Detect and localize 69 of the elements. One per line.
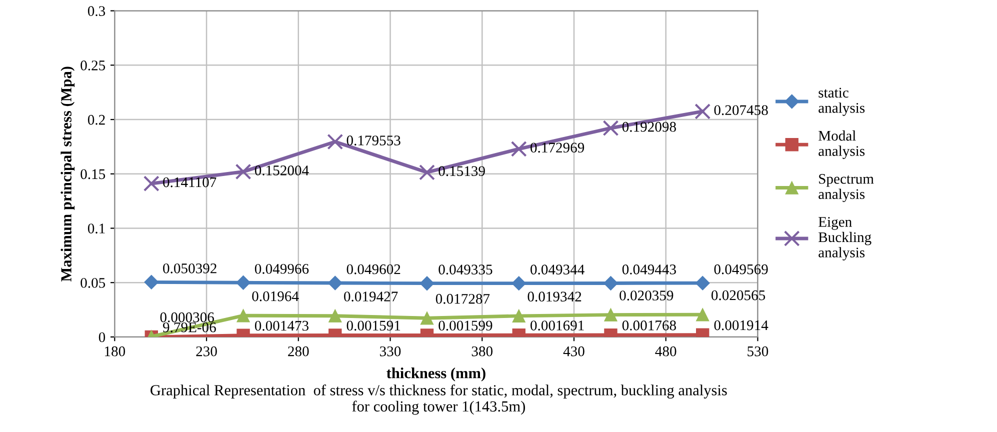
point <box>604 276 618 290</box>
data-label: 0.017287 <box>436 294 490 304</box>
x-tick-label: 530 <box>748 346 768 356</box>
data-label: 0.001599 <box>438 320 492 331</box>
point <box>696 308 710 322</box>
point <box>236 275 250 290</box>
point <box>143 176 160 192</box>
point <box>419 164 435 180</box>
x-tick-label: 330 <box>380 346 401 356</box>
data-label: 0.001768 <box>622 320 676 330</box>
data-label: 0.019427 <box>344 292 398 302</box>
data-label: 0.049443 <box>622 264 676 274</box>
data-label: 0.152004 <box>254 166 309 176</box>
data-label: 0.020565 <box>711 290 766 300</box>
data-label: 0.020359 <box>620 290 674 300</box>
data-label: 0.019342 <box>528 292 582 302</box>
y-tick-label: 0.25 <box>80 60 106 70</box>
y-tick-label: 0.3 <box>88 6 106 16</box>
y-axis-title: Maximum principal stress (Mpa) <box>60 66 75 282</box>
point <box>328 309 342 322</box>
point <box>235 164 252 180</box>
y-tick-label: 0.1 <box>88 224 105 234</box>
legend-label: Spectrum analysis <box>818 174 874 202</box>
x-tick-label: 430 <box>563 346 584 356</box>
data-label: 0.049344 <box>530 264 584 275</box>
x-tick-label: 380 <box>472 346 492 356</box>
point <box>328 276 342 290</box>
point <box>420 276 434 291</box>
point <box>604 308 618 322</box>
data-label: 0.049335 <box>438 264 492 275</box>
point <box>510 140 527 157</box>
data-label: 0.001591 <box>346 320 400 331</box>
x-tick-label: 280 <box>288 346 309 356</box>
data-label: 0.049569 <box>714 264 768 274</box>
data-label: 0.172969 <box>530 142 584 153</box>
data-label: 0.001914 <box>714 320 768 330</box>
point <box>602 120 619 136</box>
point <box>144 274 159 290</box>
data-label: 0.141107 <box>163 177 216 188</box>
data-label: 0.050392 <box>163 263 216 274</box>
point <box>420 312 434 325</box>
data-label: 0.207458 <box>714 105 768 116</box>
data-label: 0.179553 <box>346 136 400 146</box>
text: Graphical Representation of stress v/s thickness for static, modal, spectrum, buckling analysis for cooling tower 1(143.5m) <box>150 384 727 415</box>
data-label: 0.001691 <box>530 320 584 330</box>
legend-label: static analysis <box>818 88 865 116</box>
point <box>694 103 711 120</box>
data-label: 0.001473 <box>254 320 308 331</box>
x-axis-title: thickness (mm) <box>386 368 486 382</box>
data-label: 0.049602 <box>346 264 400 274</box>
point <box>236 309 250 322</box>
y-tick-label: 0.15 <box>80 169 106 180</box>
legend-label: Eigen Buckling analysis <box>818 217 872 260</box>
y-tick-label: 0.05 <box>80 278 106 288</box>
point <box>695 276 710 290</box>
point <box>512 276 526 291</box>
data-label: 0.000306 <box>160 312 214 322</box>
x-tick-label: 230 <box>196 346 217 356</box>
data-label: 0.01964 <box>252 291 299 302</box>
y-tick-label: 0 <box>98 332 106 342</box>
y-tick-label: 0.2 <box>88 114 105 125</box>
legend-label: Modal analysis <box>818 130 865 159</box>
data-label: 0.049966 <box>254 264 309 274</box>
data-label: 0.15139 <box>438 166 485 176</box>
x-tick-label: 480 <box>655 346 676 356</box>
x-tick-label: 180 <box>105 346 126 356</box>
point <box>512 309 526 323</box>
data-label: 0.192098 <box>622 122 676 132</box>
point <box>327 134 344 150</box>
